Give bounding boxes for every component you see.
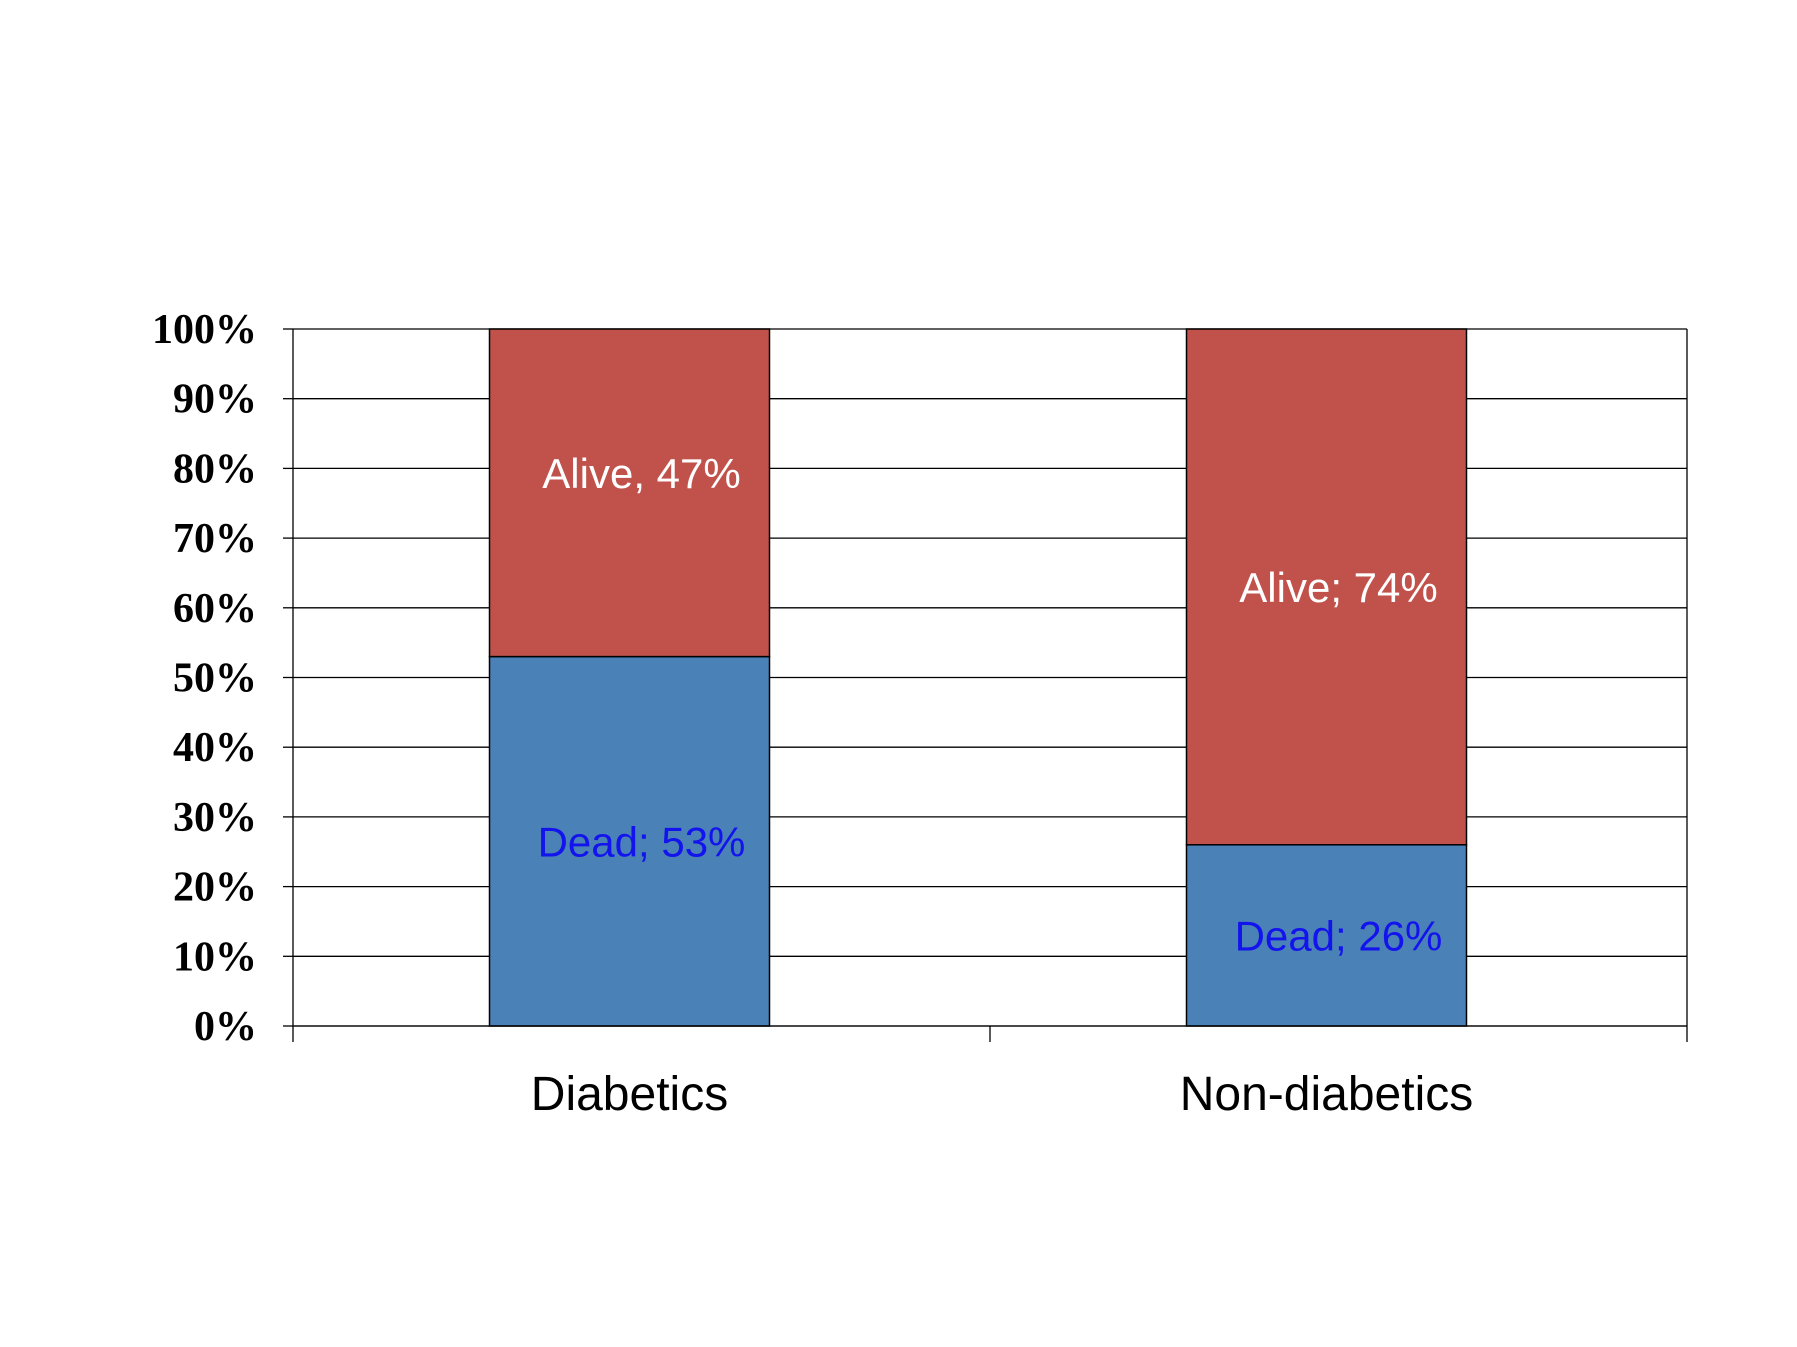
bar-segment-alive-1 [488, 328, 771, 658]
y-tick-label: 60% [173, 586, 257, 632]
y-tick-label: 10% [173, 934, 257, 980]
y-tick-label: 100% [152, 307, 257, 353]
y-tick-label: 20% [173, 865, 257, 911]
y-tick-label: 90% [173, 377, 257, 423]
data-label-dead-1: Dead; 53% [538, 818, 746, 865]
y-tick-label: 0% [194, 1004, 257, 1050]
data-label-dead-2: Dead; 26% [1235, 912, 1443, 959]
axes [283, 328, 1688, 1042]
x-category-label: Diabetics [531, 1068, 728, 1121]
bar-segment-alive-2 [1185, 328, 1468, 846]
y-tick-label: 30% [173, 795, 257, 841]
y-tick-label: 80% [173, 446, 257, 492]
y-tick-label: 70% [173, 516, 257, 562]
bars [488, 328, 1468, 1027]
data-label-alive-2: Alive; 74% [1239, 564, 1437, 611]
data-label-alive-1: Alive, 47% [542, 450, 740, 497]
x-category-label: Non-diabetics [1180, 1068, 1473, 1121]
bar-segment-dead-2 [1185, 844, 1468, 1027]
y-tick-label: 50% [173, 656, 257, 702]
bar-segment-dead-1 [488, 655, 771, 1027]
labels: 0% 10% 20% 30% 40% 50% 60% 70% 80% 90% 100% Dead; 5… [152, 307, 1473, 1121]
y-tick-label: 40% [173, 725, 257, 771]
